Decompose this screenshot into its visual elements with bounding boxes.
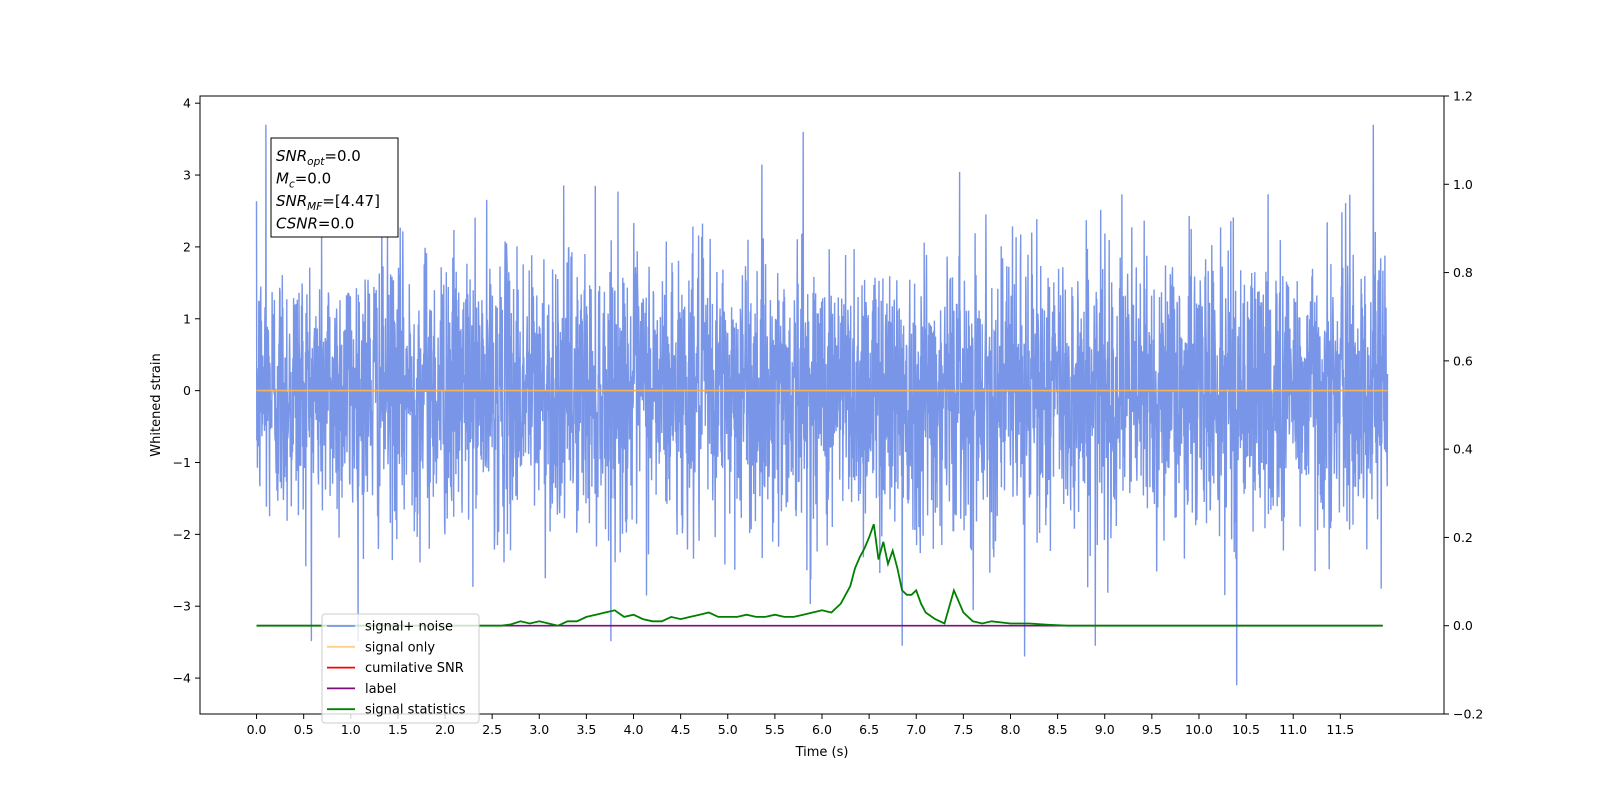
x-tick-label: 2.5 bbox=[482, 722, 502, 737]
annotation-frame bbox=[270, 137, 399, 238]
y-tick-label-right: 0.0 bbox=[1453, 618, 1473, 633]
legend-entry: signal+ noise bbox=[365, 620, 453, 635]
legend: signal+ noise signal only cumilative SNR la… bbox=[321, 613, 480, 724]
series-signal-statistics-line bbox=[256, 523, 1383, 627]
y-tick-label-right: 1.0 bbox=[1453, 177, 1473, 192]
x-tick-label: 6.0 bbox=[812, 722, 832, 737]
y-axis-right: −0.2 0.0 0.2 0.4 0.6 0.8 1.0 1.2 bbox=[1444, 89, 1483, 722]
y-tick-label-right: 0.8 bbox=[1453, 265, 1473, 280]
y-tick-label-left: 1 bbox=[183, 311, 191, 326]
x-axis: 0.0 0.5 1.0 1.5 2.0 2.5 3.0 3.5 4.0 4.5 5.0 5.5 6.0 6… bbox=[247, 714, 1354, 737]
y-tick-label-right: 0.4 bbox=[1453, 442, 1473, 457]
x-tick-label: 11.5 bbox=[1326, 722, 1354, 737]
x-axis-label: Time (s) bbox=[795, 745, 849, 760]
annotation-line: CSNR=0.0 bbox=[276, 215, 354, 233]
legend-frame bbox=[321, 613, 480, 724]
x-tick-label: 11.0 bbox=[1279, 722, 1307, 737]
y-tick-label-right: 0.6 bbox=[1453, 353, 1473, 368]
y-tick-label-left: 3 bbox=[183, 168, 191, 183]
annotation-line: SNRopt=0.0 bbox=[276, 147, 361, 168]
y-tick-label-left: −3 bbox=[173, 599, 191, 614]
x-tick-label: 5.0 bbox=[718, 722, 738, 737]
x-tick-label: 7.0 bbox=[906, 722, 926, 737]
annotation-line: SNRMF=[4.47] bbox=[276, 192, 380, 213]
x-tick-label: 3.5 bbox=[576, 722, 596, 737]
x-tick-label: 2.0 bbox=[435, 722, 455, 737]
x-tick-label: 9.5 bbox=[1142, 722, 1162, 737]
legend-entry: signal only bbox=[365, 640, 435, 655]
annotation-line: Mc=0.0 bbox=[276, 170, 331, 191]
x-tick-label: 4.5 bbox=[671, 722, 691, 737]
y-tick-label-left: 0 bbox=[183, 383, 191, 398]
y-tick-label-right: 1.2 bbox=[1453, 89, 1473, 104]
x-tick-label: 0.0 bbox=[247, 722, 267, 737]
x-tick-label: 1.0 bbox=[341, 722, 361, 737]
x-tick-label: 8.0 bbox=[1001, 722, 1021, 737]
x-tick-label: 10.0 bbox=[1185, 722, 1213, 737]
y-tick-label-left: −1 bbox=[173, 455, 191, 470]
x-tick-label: 7.5 bbox=[953, 722, 973, 737]
y-tick-label-right: 0.2 bbox=[1453, 530, 1473, 545]
y-axis-left: −4 −3 −2 −1 0 1 2 3 4 bbox=[173, 96, 200, 686]
x-tick-label: 4.0 bbox=[624, 722, 644, 737]
legend-entry: cumilative SNR bbox=[365, 661, 464, 676]
x-tick-label: 9.0 bbox=[1095, 722, 1115, 737]
x-tick-label: 5.5 bbox=[765, 722, 785, 737]
y-tick-label-left: −4 bbox=[173, 671, 191, 686]
series-signal-noise-line bbox=[255, 124, 1389, 686]
x-tick-label: 3.0 bbox=[529, 722, 549, 737]
x-tick-label: 8.5 bbox=[1048, 722, 1068, 737]
x-tick-label: 1.5 bbox=[388, 722, 408, 737]
y-tick-label-left: 4 bbox=[183, 96, 191, 111]
y-tick-label-left: −2 bbox=[173, 527, 191, 542]
y-tick-label-right: −0.2 bbox=[1453, 707, 1483, 722]
x-tick-label: 10.5 bbox=[1232, 722, 1260, 737]
y-axis-label: Whitened strain bbox=[149, 353, 164, 456]
x-tick-label: 6.5 bbox=[859, 722, 879, 737]
legend-entry: signal statistics bbox=[365, 703, 466, 718]
y-tick-label-left: 2 bbox=[183, 239, 191, 254]
legend-entry: label bbox=[365, 682, 396, 697]
x-tick-label: 0.5 bbox=[294, 722, 314, 737]
